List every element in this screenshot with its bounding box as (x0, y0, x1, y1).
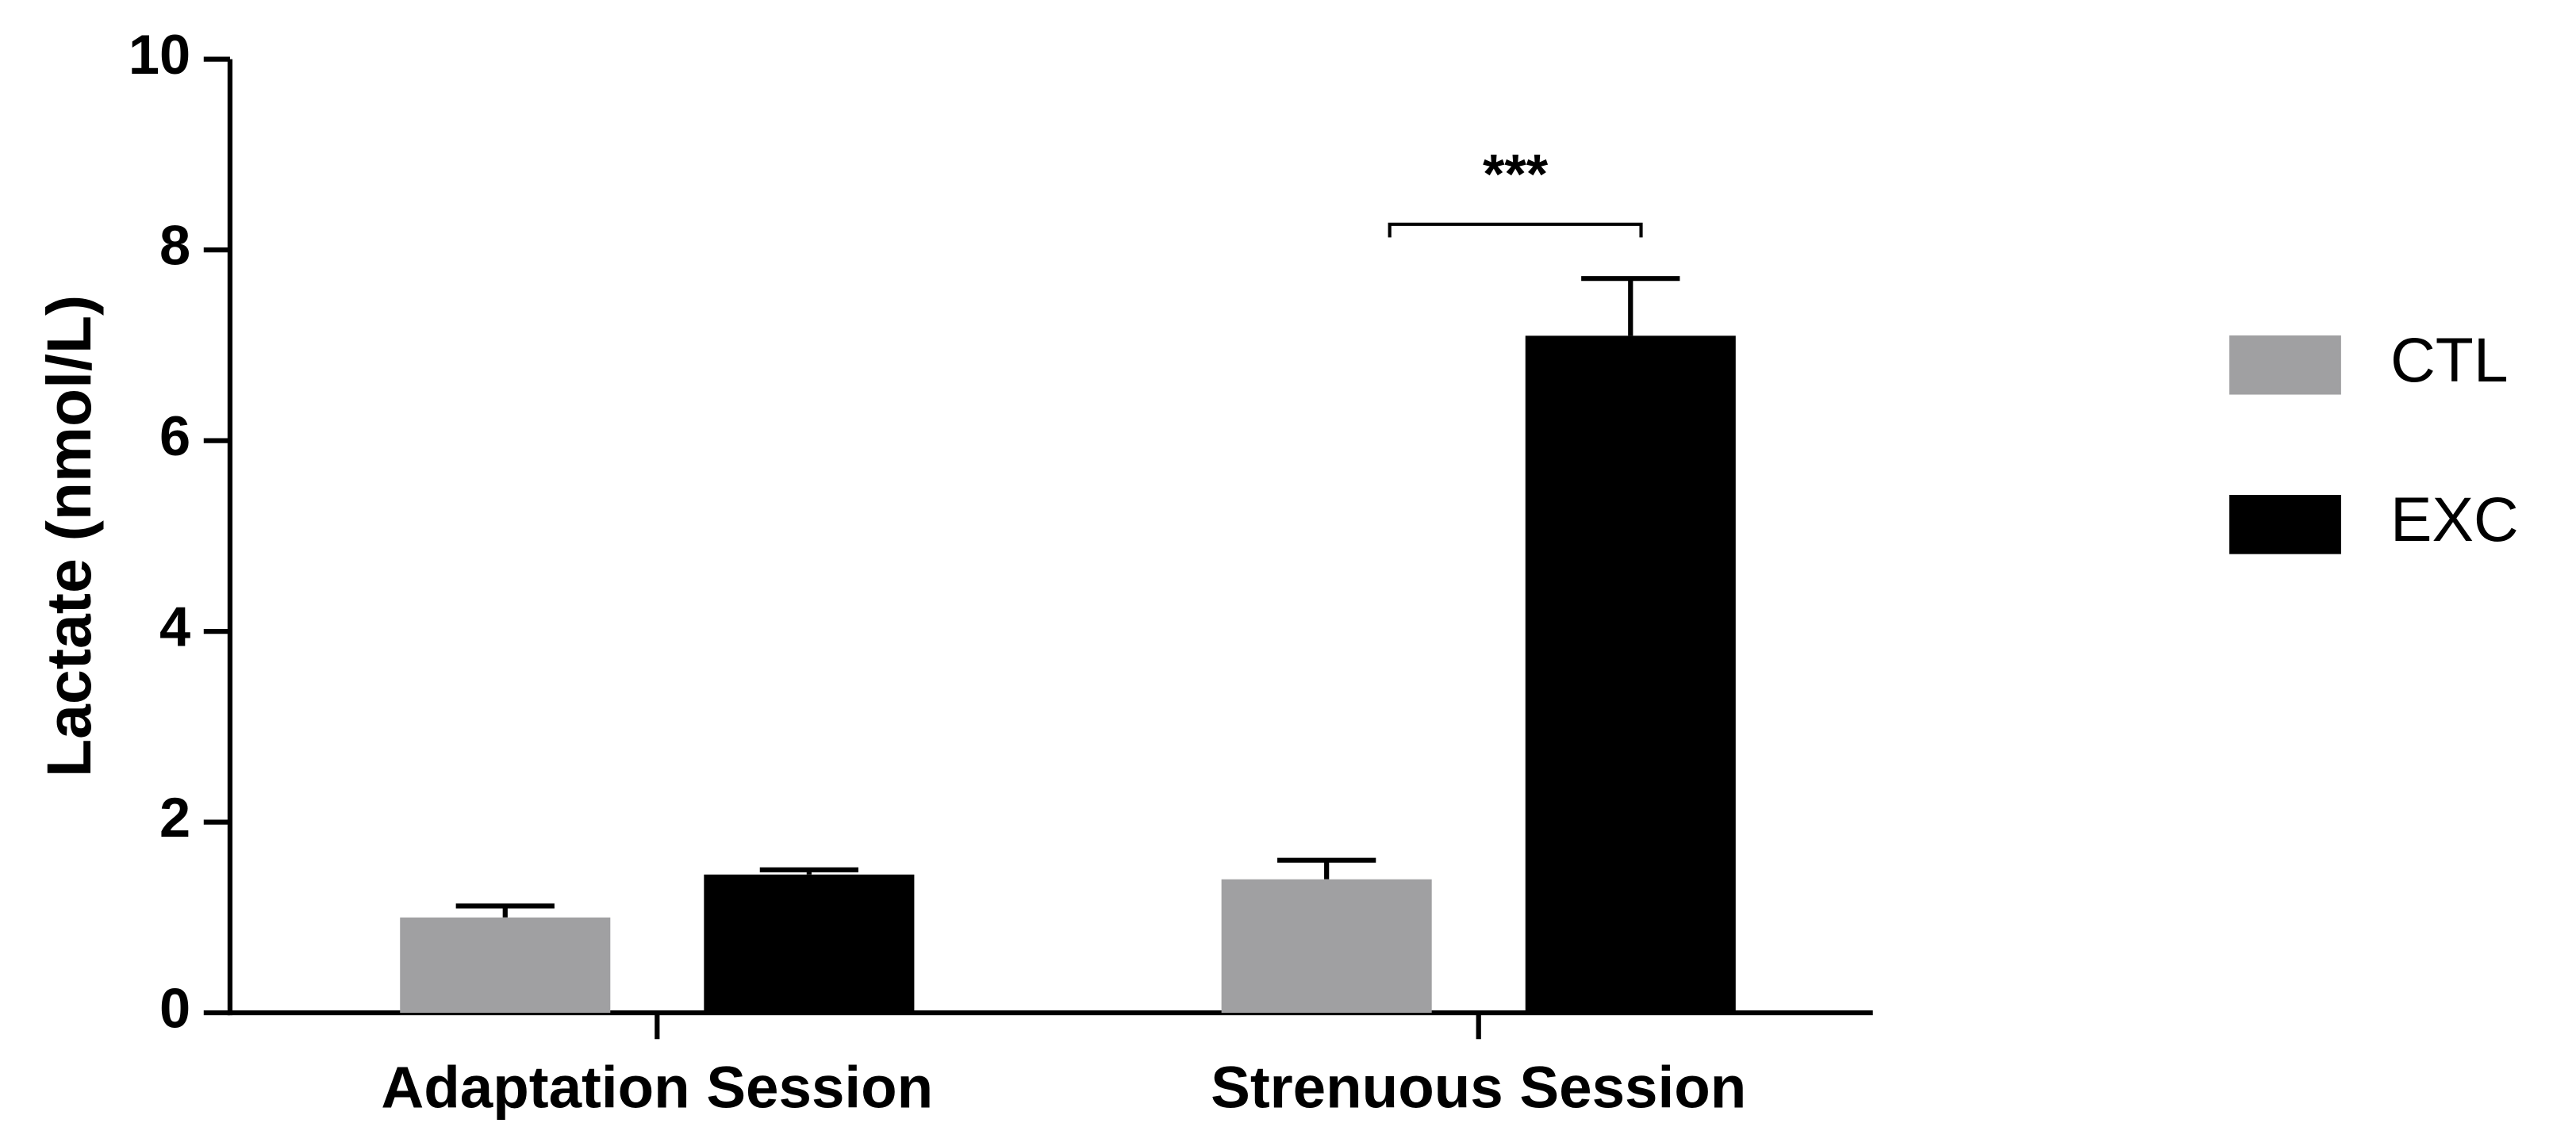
bar (1221, 879, 1432, 1014)
y-tick-label: 2 (159, 786, 190, 849)
y-tick-label: 6 (159, 404, 190, 467)
x-tick-label: Strenuous Session (1211, 1053, 1746, 1120)
y-tick-label: 10 (129, 23, 190, 86)
bar (400, 917, 611, 1014)
legend-swatch (2229, 335, 2341, 395)
y-axis-label: Lactate (nmol/L) (34, 295, 104, 777)
bar (1525, 335, 1736, 1014)
bar (704, 874, 915, 1014)
y-tick-label: 4 (159, 596, 190, 658)
x-tick-label: Adaptation Session (381, 1053, 933, 1120)
legend-label: EXC (2390, 485, 2519, 554)
y-tick-label: 0 (159, 977, 190, 1040)
significance-bracket (1388, 222, 1643, 238)
y-tick-label: 8 (159, 214, 190, 277)
legend-swatch (2229, 495, 2341, 554)
legend-label: CTL (2390, 325, 2509, 395)
significance-label: *** (1483, 142, 1549, 205)
